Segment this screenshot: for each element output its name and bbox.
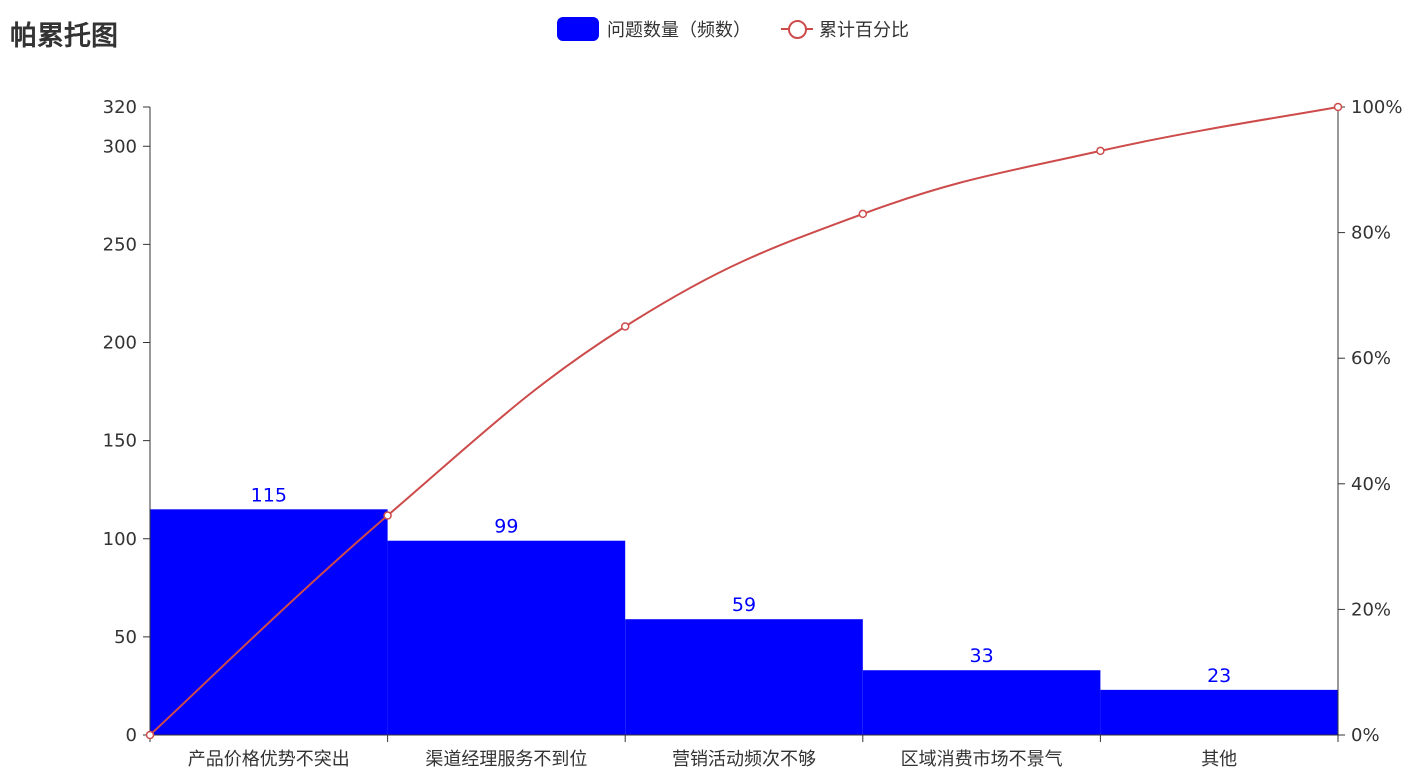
y-right-tick-label: 80%	[1351, 223, 1391, 244]
bar	[625, 619, 863, 735]
y-right-tick-label: 20%	[1351, 599, 1391, 620]
legend-line-swatch	[781, 17, 813, 41]
y-left-tick-label: 300	[103, 136, 137, 157]
legend-item-bar[interactable]: 问题数量（频数）	[557, 16, 751, 42]
y-left-tick-label: 150	[103, 431, 137, 452]
y-left-tick-label: 50	[114, 627, 137, 648]
bar-value-label: 99	[494, 516, 518, 538]
bar-value-label: 23	[1207, 665, 1231, 687]
y-left-tick-label: 320	[103, 97, 137, 118]
cumulative-line	[149, 106, 1339, 736]
y-right-tick-label: 60%	[1351, 348, 1391, 369]
y-left-tick-label: 250	[103, 234, 137, 255]
cumulative-point	[383, 511, 392, 520]
bar-value-label: 33	[970, 645, 994, 667]
legend-bar-label: 问题数量（频数）	[607, 20, 751, 41]
y-right-tick-label: 0%	[1351, 725, 1380, 746]
cumulative-point	[1096, 146, 1105, 156]
bar-value-label: 59	[732, 594, 756, 616]
cumulative-point	[858, 209, 868, 219]
chart-title: 帕累托图	[10, 21, 118, 52]
bar	[387, 540, 626, 735]
bar	[1100, 689, 1338, 735]
y-right-tick-label: 100%	[1351, 97, 1402, 118]
cumulative-point	[1333, 102, 1343, 112]
x-tick-label: 产品价格优势不突出	[188, 749, 350, 770]
legend: 问题数量（频数） 累计百分比	[557, 16, 939, 42]
x-tick-label: 渠道经理服务不到位	[425, 749, 587, 770]
bar-value-label: 115	[251, 484, 287, 506]
cumulative-point	[620, 322, 630, 331]
y-left-tick-label: 0	[126, 725, 137, 746]
x-tick-label: 营销活动频次不够	[672, 749, 816, 770]
bar	[862, 670, 1101, 735]
y-left-tick-label: 100	[103, 529, 137, 550]
legend-bar-swatch	[557, 17, 599, 41]
legend-item-line[interactable]: 累计百分比	[781, 16, 909, 42]
x-tick-label: 区域消费市场不景气	[901, 749, 1063, 770]
legend-line-label: 累计百分比	[819, 20, 909, 41]
x-tick-label: 其他	[1201, 749, 1237, 770]
y-right-tick-label: 40%	[1351, 474, 1391, 495]
cumulative-point	[145, 730, 155, 740]
y-left-tick-label: 200	[103, 333, 137, 354]
